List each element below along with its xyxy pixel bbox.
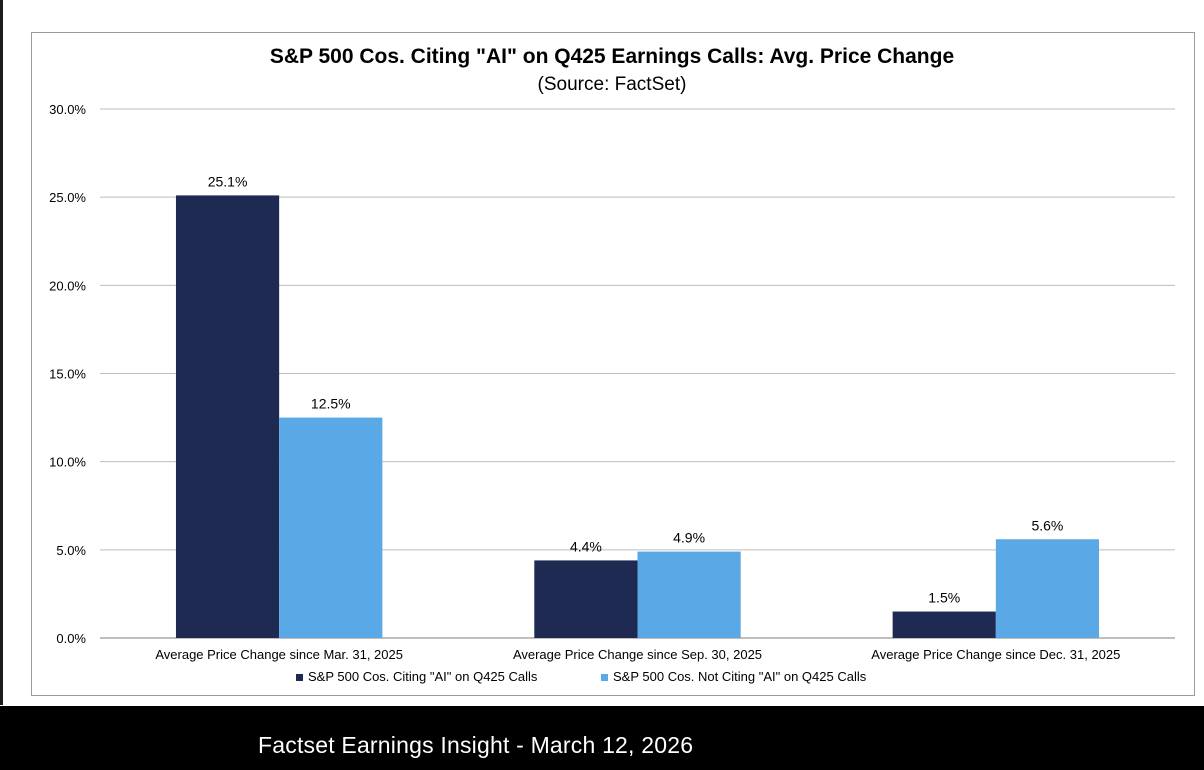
window-left-edge [0,0,3,705]
bar-chart: S&P 500 Cos. Citing "AI" on Q425 Earning… [49,45,1175,684]
y-tick-label: 30.0% [49,102,86,117]
x-category-label: Average Price Change since Sep. 30, 2025 [513,647,762,662]
y-tick-label: 20.0% [49,278,86,293]
y-tick-label: 25.0% [49,190,86,205]
x-category-label: Average Price Change since Mar. 31, 2025 [155,647,403,662]
data-label: 1.5% [928,590,960,606]
data-label: 12.5% [311,396,351,412]
bar-series-2 [995,539,1100,638]
legend-label-2: S&P 500 Cos. Not Citing "AI" on Q425 Cal… [613,669,867,684]
caption-bar [0,706,1204,770]
y-tick-label: 15.0% [49,367,86,382]
y-tick-label: 10.0% [49,455,86,470]
chart-subtitle: (Source: FactSet) [538,74,687,95]
bar-series-1 [534,560,638,638]
y-tick-label: 0.0% [56,631,86,646]
y-tick-label: 5.0% [56,543,86,558]
bar-series-1 [175,195,280,639]
data-label: 25.1% [208,173,248,189]
bar-series-1 [892,611,996,638]
data-label: 4.9% [673,530,705,546]
data-label: 5.6% [1031,517,1063,533]
chart-title: S&P 500 Cos. Citing "AI" on Q425 Earning… [270,45,954,68]
bar-series-2 [637,551,741,638]
x-category-label: Average Price Change since Dec. 31, 2025 [871,647,1120,662]
legend-label-1: S&P 500 Cos. Citing "AI" on Q425 Calls [308,669,538,684]
legend-swatch-2 [601,674,608,681]
data-label: 4.4% [570,538,602,554]
caption-text: Factset Earnings Insight - March 12, 202… [258,732,694,758]
bar-series-2 [279,417,383,638]
legend-swatch-1 [296,674,303,681]
